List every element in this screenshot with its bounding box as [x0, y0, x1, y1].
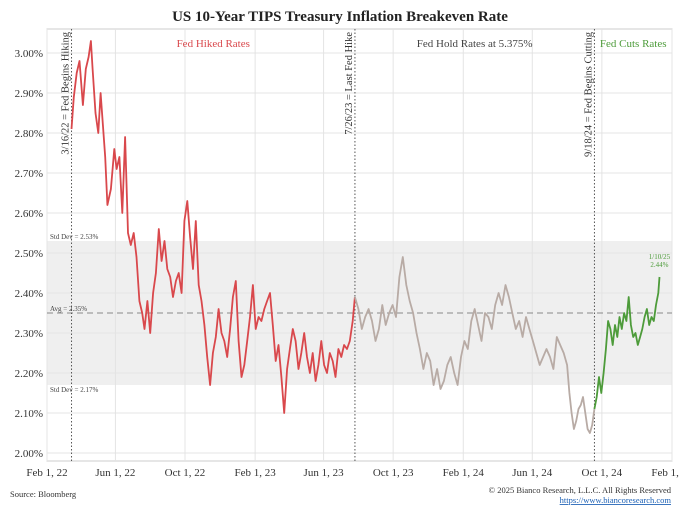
- average-label: Avg = 2.35%: [50, 305, 87, 313]
- series-line-3: [593, 276, 661, 410]
- event-label: 9/18/24 = Fed Begins Cutting: [583, 31, 594, 157]
- y-tick-label: 2.60%: [15, 208, 43, 220]
- y-tick-label: 2.50%: [15, 248, 43, 260]
- y-tick-label: 2.10%: [15, 408, 43, 420]
- x-tick-label: Feb 1, 25: [651, 467, 680, 479]
- x-tick-label: Feb 1, 22: [26, 467, 67, 479]
- x-tick-label: Jun 1, 22: [95, 467, 135, 479]
- lower-std-dev-label: Std Dev = 2.17%: [50, 386, 98, 394]
- x-tick-label: Feb 1, 24: [443, 467, 485, 479]
- label-layer: 2.00% 2.10% 2.20% 2.30% 2.40% 2.50% 2.60% 2.70%…: [15, 31, 680, 479]
- source-note: Source: Bloomberg: [10, 489, 77, 499]
- copyright-note: © 2025 Bianco Research, L.L.C. All Right…: [489, 485, 672, 495]
- y-tick-label: 3.00%: [15, 48, 43, 60]
- chart-title: US 10-Year TIPS Treasury Inflation Break…: [172, 9, 508, 25]
- y-tick-label: 2.90%: [15, 88, 43, 100]
- series-line-2: [354, 256, 596, 434]
- y-tick-label: 2.40%: [15, 288, 43, 300]
- x-tick-label: Oct 1, 23: [373, 467, 414, 479]
- event-label: 3/16/22 = Fed Begins Hiking: [61, 31, 72, 154]
- end-annotation-value: 2.44%: [650, 261, 668, 269]
- upper-std-dev-label: Std Dev = 2.53%: [50, 233, 98, 241]
- website-link[interactable]: https://www.biancoresearch.com: [560, 495, 672, 505]
- y-tick-label: 2.00%: [15, 448, 43, 460]
- x-tick-label: Feb 1, 23: [235, 467, 277, 479]
- phase-label: Fed Cuts Rates: [600, 38, 667, 50]
- x-tick-label: Oct 1, 22: [165, 467, 206, 479]
- y-tick-label: 2.20%: [15, 368, 43, 380]
- y-tick-label: 2.70%: [15, 168, 43, 180]
- end-annotation-date: 1/10/25: [649, 253, 671, 261]
- y-tick-label: 2.80%: [15, 128, 43, 140]
- series-layer: [70, 40, 661, 434]
- x-tick-label: Jun 1, 23: [304, 467, 345, 479]
- phase-label: Fed Hold Rates at 5.375%: [417, 38, 533, 50]
- y-tick-label: 2.30%: [15, 328, 43, 340]
- phase-label: Fed Hiked Rates: [177, 38, 250, 50]
- x-tick-label: Jun 1, 24: [512, 467, 553, 479]
- series-line-1: [70, 40, 356, 414]
- event-label: 7/26/23 = Last Fed Hike: [344, 32, 355, 135]
- x-tick-label: Oct 1, 24: [582, 467, 623, 479]
